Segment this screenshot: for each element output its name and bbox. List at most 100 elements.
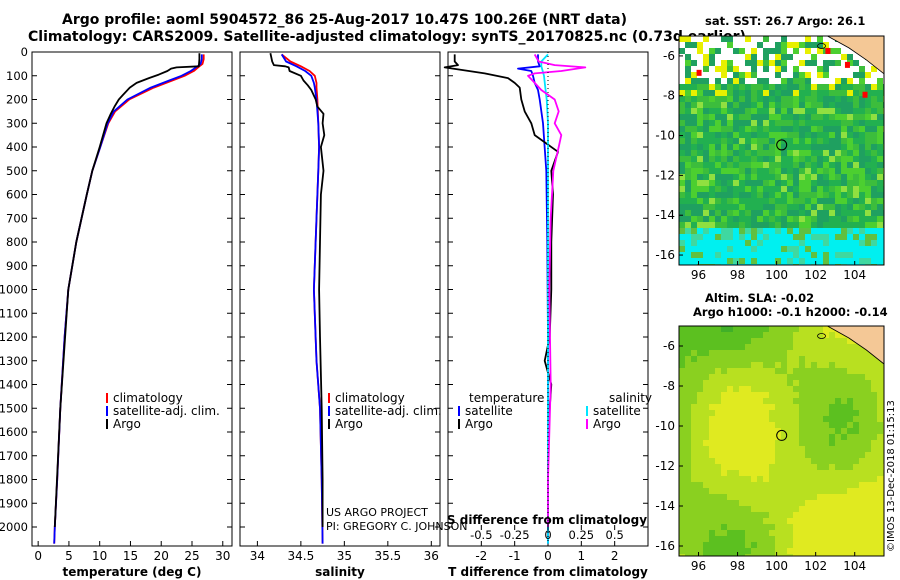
sla-map-cell	[853, 344, 859, 350]
sla-map-cell	[721, 326, 727, 332]
sst-map-cell	[685, 186, 691, 192]
sst-map-cell	[763, 234, 769, 240]
sst-map-cell	[751, 204, 757, 210]
sst-map-cell	[835, 150, 841, 156]
sst-map-cell	[805, 108, 811, 114]
sst-map-cell	[793, 126, 799, 132]
sst-map-cell	[733, 150, 739, 156]
sla-map-cell	[775, 554, 781, 556]
sla-map-cell	[733, 368, 739, 374]
sla-map-cell	[685, 518, 691, 524]
sla-map-cell	[877, 362, 883, 368]
sst-map-cell	[829, 222, 835, 228]
sst-map-cell	[703, 204, 709, 210]
sla-map-cell	[679, 464, 685, 470]
sla-map-cell	[835, 554, 841, 556]
sst-map-cell	[733, 252, 739, 258]
sst-map-cell	[829, 54, 835, 60]
sla-map-cell	[811, 386, 817, 392]
sst-map-cell	[757, 150, 763, 156]
sst-map-cell	[841, 192, 847, 198]
sla-map-cell	[763, 362, 769, 368]
sst-map-cell	[685, 108, 691, 114]
sst-map-cell	[799, 252, 805, 258]
sla-map-cell	[757, 356, 763, 362]
sla-map-cell	[691, 530, 697, 536]
sst-map-cell	[715, 180, 721, 186]
sla-map-cell	[865, 512, 871, 518]
sla-map-cell	[871, 518, 877, 524]
sla-map-cell	[733, 524, 739, 530]
sst-map-cell	[703, 150, 709, 156]
sla-map-cell	[751, 464, 757, 470]
sst-map-cell	[697, 96, 703, 102]
sst-map-cell	[763, 102, 769, 108]
sla-map-cell	[793, 518, 799, 524]
sla-map-cell	[697, 446, 703, 452]
sla-map-cell	[751, 428, 757, 434]
sla-map-cell	[769, 332, 775, 338]
sla-map-cell	[775, 332, 781, 338]
salinity-xtick-label: 34.5	[288, 549, 315, 563]
sst-map-cell	[817, 168, 823, 174]
sst-map-cell	[781, 192, 787, 198]
sla-map-cell	[739, 452, 745, 458]
sla-map-cell	[679, 392, 685, 398]
sla-map-cell	[811, 506, 817, 512]
sst-map-cell	[751, 78, 757, 84]
sla-map-cell	[823, 332, 829, 338]
sst-map-cell	[715, 78, 721, 84]
sst-map-cell	[787, 222, 793, 228]
sla-map-cell	[709, 536, 715, 542]
sla-map-cell	[805, 338, 811, 344]
sla-map-cell	[853, 362, 859, 368]
temperature-xtick-label: 25	[184, 549, 199, 563]
sst-map-cell	[733, 210, 739, 216]
sla-map-cell	[715, 386, 721, 392]
sla-map-cell	[823, 410, 829, 416]
sst-map-cell	[715, 126, 721, 132]
sst-map-cell	[763, 192, 769, 198]
sla-map-cell	[763, 332, 769, 338]
sla-map-cell	[799, 422, 805, 428]
sla-map-cell	[763, 368, 769, 374]
sla-map-cell	[847, 404, 853, 410]
sla-map-cell	[871, 404, 877, 410]
sst-map-cell	[709, 102, 715, 108]
sla-map-cell	[877, 374, 883, 380]
sla-map-cell	[751, 512, 757, 518]
sst-map-cell	[811, 48, 817, 54]
sst-map-cell	[745, 252, 751, 258]
sla-map-cell	[691, 458, 697, 464]
sla-map-cell	[679, 494, 685, 500]
sla-map-cell	[763, 500, 769, 506]
sla-map-cell	[841, 536, 847, 542]
sst-map-cell	[853, 60, 859, 66]
sla-map-cell	[829, 506, 835, 512]
sla-map-cell	[853, 452, 859, 458]
sla-map-cell	[757, 476, 763, 482]
temperature-series-satellite-adj-clim-	[53, 54, 203, 544]
sla-map-cell	[775, 536, 781, 542]
sst-map-cell	[865, 102, 871, 108]
sst-map-cell	[799, 222, 805, 228]
sst-map-cell	[721, 186, 727, 192]
sst-map-cell	[805, 42, 811, 48]
sst-map-cell	[835, 174, 841, 180]
sst-map-cell	[847, 186, 853, 192]
diff-t-legend-label: Argo	[465, 417, 493, 431]
sla-map-cell	[781, 548, 787, 554]
sst-map-cell	[721, 192, 727, 198]
sla-map-cell	[715, 332, 721, 338]
sst-map-cell	[805, 66, 811, 72]
sst-map-cell	[769, 150, 775, 156]
sla-map-cell	[733, 452, 739, 458]
sst-map-cell	[691, 180, 697, 186]
sst-map-cell	[877, 222, 883, 228]
sla-map-cell	[877, 554, 883, 556]
sla-map-cell	[703, 464, 709, 470]
sst-map-cell	[775, 36, 781, 42]
sla-map-cell	[787, 518, 793, 524]
sst-map-cell	[841, 180, 847, 186]
sst-map-cell	[829, 204, 835, 210]
